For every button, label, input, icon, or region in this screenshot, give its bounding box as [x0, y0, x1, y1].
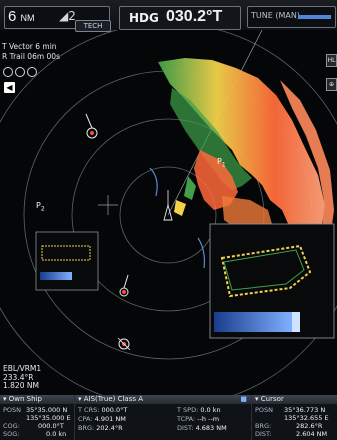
cursor-panel[interactable]: ▾ Cursor POSN 35°36.773 N 135°32.655 E B…: [252, 395, 337, 440]
ais-dist-value: 4.683 NM: [195, 424, 227, 432]
cog-value: 000.0°T: [38, 422, 64, 430]
info-panels: ▾ Own Ship POSN 35°35.000 N 135°35.000 E…: [0, 395, 337, 440]
tune-level-bar: [298, 15, 331, 19]
own-ship-title: ▾ Own Ship: [0, 395, 74, 404]
target-label-p1: P1: [217, 157, 226, 169]
zoom-window-right[interactable]: [209, 223, 335, 339]
cursor-lat: 35°36.773 N: [284, 406, 326, 414]
tspd-value: 0.0 kn: [200, 406, 221, 414]
tune-control[interactable]: TUNE (MAN): [247, 6, 336, 28]
cpa-value: 4.901 NM: [94, 415, 126, 423]
range-ring-value: ◢2: [59, 9, 76, 23]
target-label-p2: P2: [36, 201, 45, 213]
ais-title: ▾ AIS(True) Class A ■: [75, 395, 251, 404]
ais-target-panel[interactable]: ▾ AIS(True) Class A ■ T CRS: 000.0°T T SP…: [75, 395, 252, 440]
cursor-brg-value: 282.6°R: [296, 422, 323, 430]
sog-label: SOG:: [3, 430, 20, 438]
collapse-icon: ▾: [255, 395, 261, 403]
left-menu-icon[interactable]: ◀: [4, 82, 15, 93]
own-ship-marker: [163, 190, 173, 221]
range-display[interactable]: 6 NM ◢2 TECH: [4, 6, 111, 32]
ais-dist-label: DIST:: [177, 424, 194, 432]
land-echo: [158, 58, 334, 240]
trail-setting[interactable]: R Trail 06m 00s: [2, 52, 60, 61]
ais-target-2[interactable]: [119, 274, 129, 297]
collapse-icon: ▾: [3, 395, 9, 403]
cursor-dist-value: 2.604 NM: [296, 430, 328, 438]
mode-icon-3[interactable]: [27, 67, 37, 77]
cursor-cross[interactable]: [98, 195, 118, 215]
ebl-vrm-readout[interactable]: EBL/VRM1 233.4°R 1.820 NM: [3, 364, 42, 391]
mode-icon-2[interactable]: [15, 67, 25, 77]
zoom-window-left[interactable]: [35, 231, 99, 291]
vector-setting[interactable]: T Vector 6 min: [2, 42, 57, 51]
ais-brg-label: BRG:: [78, 424, 95, 432]
own-lat: 35°35.000 N: [26, 406, 68, 414]
tech-button[interactable]: TECH: [75, 20, 111, 32]
cursor-brg-label: BRG:: [255, 422, 272, 430]
ring-icon: ◢: [59, 9, 69, 23]
ais-target-1[interactable]: [85, 113, 98, 139]
own-lon: 135°35.000 E: [26, 414, 71, 422]
target-trail: [149, 167, 205, 269]
zoom-icon[interactable]: ⊕: [326, 78, 337, 91]
cog-label: COG:: [3, 422, 20, 430]
range-value: 6 NM: [8, 8, 35, 25]
heading-display: HDG 030.2°T: [119, 6, 241, 30]
tspd-label: T SPD:: [177, 406, 199, 414]
own-ship-panel[interactable]: ▾ Own Ship POSN 35°35.000 N 135°35.000 E…: [0, 395, 75, 440]
ebl-bearing: 233.4°R: [3, 372, 34, 382]
ais-flag-icon: ■: [240, 395, 247, 403]
radar-display[interactable]: [0, 0, 337, 395]
mode-icon-1[interactable]: [3, 67, 13, 77]
heading-value: 030.2°T: [166, 8, 223, 25]
top-bar: 6 NM ◢2 TECH HDG 030.2°T TUNE (MAN): [0, 0, 337, 32]
cpa-label: CPA:: [78, 415, 93, 423]
hl-button[interactable]: HL: [326, 54, 337, 67]
tcpa-value: --h --m: [197, 415, 220, 423]
heading-label: HDG: [129, 11, 159, 25]
sog-value: 0.0 kn: [46, 430, 67, 438]
cursor-lon: 135°32.655 E: [284, 414, 329, 422]
cursor-dist-label: DIST:: [255, 430, 272, 438]
cursor-posn-label: POSN: [255, 406, 274, 414]
ebl-range: 1.820 NM: [3, 381, 39, 390]
ebl-title: EBL/VRM1: [3, 364, 42, 373]
tune-label: TUNE (MAN): [251, 11, 300, 20]
mode-icons: [3, 67, 37, 77]
posn-label: POSN: [3, 406, 22, 414]
tcrs-label: T CRS:: [78, 406, 100, 414]
ais-brg-value: 202.4°R: [96, 424, 123, 432]
tcpa-label: TCPA:: [177, 415, 196, 423]
ais-target-3[interactable]: [117, 337, 131, 351]
collapse-icon: ▾: [78, 395, 84, 403]
tcrs-value: 000.0°T: [101, 406, 128, 414]
cursor-title: ▾ Cursor: [252, 395, 337, 404]
